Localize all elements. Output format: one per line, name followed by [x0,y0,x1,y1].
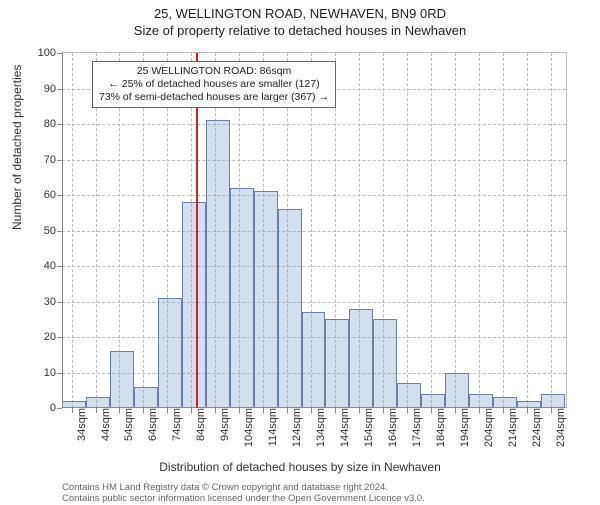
x-axis-label: Distribution of detached houses by size … [0,460,600,474]
x-tick-label: 154sqm [363,408,375,447]
x-tick [551,408,552,413]
x-tick-label: 164sqm [387,408,399,447]
annotation-line: ← 25% of detached houses are smaller (12… [99,78,329,91]
x-tick [479,408,480,413]
histogram-chart: 010203040506070809010034sqm44sqm54sqm64s… [62,52,567,408]
y-axis [62,53,63,408]
x-tick-label: 214sqm [507,408,519,447]
gridline-v [455,53,456,408]
y-tick-label: 40 [44,260,62,272]
annotation-line: 73% of semi-detached houses are larger (… [99,91,329,104]
x-tick [359,408,360,413]
gridline-h [62,160,566,161]
y-tick-label: 70 [44,154,62,166]
x-tick-label: 34sqm [76,408,88,441]
histogram-bar [541,394,565,408]
histogram-bar [349,309,373,408]
x-axis [62,407,566,408]
x-tick [215,408,216,413]
page-title: 25, WELLINGTON ROAD, NEWHAVEN, BN9 0RD [0,0,600,21]
x-tick-label: 144sqm [339,408,351,447]
x-tick [72,408,73,413]
x-tick [383,408,384,413]
gridline-v [407,53,408,408]
gridline-h [62,124,566,125]
x-tick [167,408,168,413]
y-tick-label: 100 [38,47,62,59]
footer-line: Contains HM Land Registry data © Crown c… [62,482,425,493]
histogram-bar [469,394,493,408]
gridline-h [62,195,566,196]
gridline-h [62,266,566,267]
x-tick-label: 114sqm [267,408,279,446]
x-tick [431,408,432,413]
gridline-h [62,231,566,232]
histogram-bar [182,202,206,408]
histogram-bar [110,351,134,408]
histogram-bar [445,373,469,409]
gridline-h [62,302,566,303]
x-tick [191,408,192,413]
x-tick [311,408,312,413]
x-tick [455,408,456,413]
x-tick [407,408,408,413]
chart-subtitle: Size of property relative to detached ho… [0,21,600,38]
x-tick-label: 204sqm [483,408,495,447]
annotation-line: 25 WELLINGTON ROAD: 86sqm [99,65,329,78]
y-tick-label: 60 [44,189,62,201]
x-tick-label: 94sqm [219,408,231,441]
x-tick-label: 134sqm [315,408,327,447]
histogram-bar [278,209,302,408]
x-tick [503,408,504,413]
histogram-bar [254,191,278,408]
x-tick-label: 54sqm [123,408,135,441]
x-tick [96,408,97,413]
y-tick-label: 10 [44,367,62,379]
histogram-bar [325,319,349,408]
x-tick [527,408,528,413]
footer-attribution: Contains HM Land Registry data © Crown c… [62,482,425,505]
y-tick-label: 80 [44,118,62,130]
x-tick-label: 124sqm [291,408,303,447]
x-tick [143,408,144,413]
y-tick-label: 0 [50,402,62,414]
histogram-bar [421,394,445,408]
histogram-bar [158,298,182,408]
y-tick-label: 90 [44,83,62,95]
histogram-bar [302,312,326,408]
histogram-bar [373,319,397,408]
x-tick-label: 234sqm [555,408,567,447]
histogram-bar [230,188,254,408]
x-tick-label: 84sqm [195,408,207,441]
annotation-box: 25 WELLINGTON ROAD: 86sqm← 25% of detach… [92,61,336,108]
histogram-bar [134,387,158,408]
x-tick-label: 64sqm [147,408,159,441]
x-tick [239,408,240,413]
histogram-bar [397,383,421,408]
x-tick-label: 224sqm [531,408,543,447]
gridline-v [72,53,73,408]
footer-line: Contains public sector information licen… [62,493,425,504]
x-tick-label: 174sqm [411,408,423,447]
x-tick-label: 194sqm [459,408,471,447]
x-tick [335,408,336,413]
gridline-v [503,53,504,408]
x-tick-label: 184sqm [435,408,447,447]
y-tick-label: 50 [44,225,62,237]
x-tick-label: 74sqm [171,408,183,441]
x-tick [119,408,120,413]
x-tick-label: 104sqm [243,408,255,447]
y-axis-label: Number of detached properties [10,65,24,230]
gridline-v [551,53,552,408]
x-tick [263,408,264,413]
x-tick-label: 44sqm [100,408,112,441]
histogram-bar [206,120,230,408]
y-tick-label: 30 [44,296,62,308]
gridline-v [431,53,432,408]
x-tick [287,408,288,413]
gridline-v [479,53,480,408]
y-tick-label: 20 [44,331,62,343]
gridline-v [527,53,528,408]
